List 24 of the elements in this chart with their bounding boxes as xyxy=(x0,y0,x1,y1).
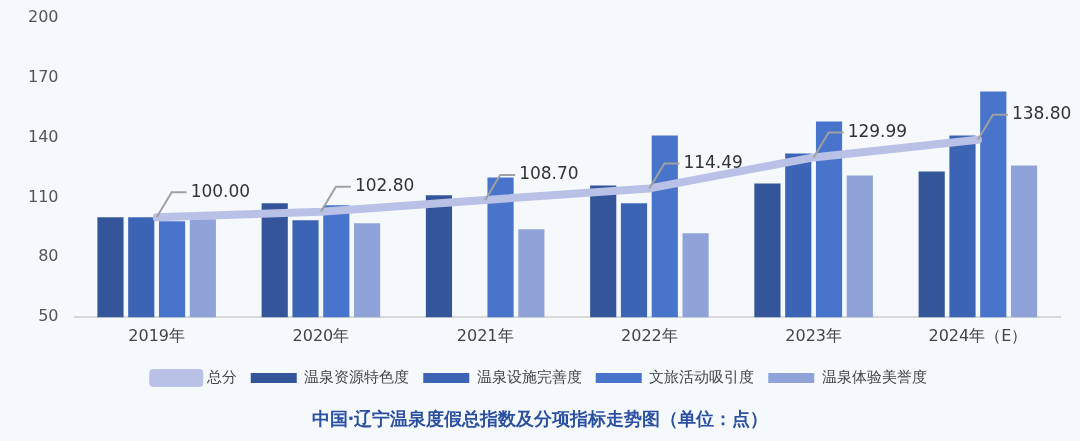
y-tick-label: 110 xyxy=(27,186,59,206)
x-tick-label: 2021年 xyxy=(456,325,514,345)
y-tick-label: 50 xyxy=(38,306,59,326)
legend-label: 文旅活动吸引度 xyxy=(649,367,755,386)
legend-label: 温泉体验美誉度 xyxy=(821,367,927,386)
data-label: 108.70 xyxy=(519,163,579,184)
legend-label: 温泉设施完善度 xyxy=(476,367,582,386)
x-tick-label: 2020年 xyxy=(292,325,350,345)
legend-label: 总分 xyxy=(205,367,237,386)
x-tick-label: 2022年 xyxy=(621,325,678,345)
x-tick-label: 2024年（E） xyxy=(928,325,1028,345)
text: 中国·辽宁温泉度假总指数及分项指标走势图（单位：点） xyxy=(311,407,769,429)
x-tick-label: 2019年 xyxy=(128,325,186,345)
legend-label: 温泉资源特色度 xyxy=(304,367,410,386)
x-tick-label: 2023年 xyxy=(785,325,842,345)
data-label: 102.80 xyxy=(354,175,415,196)
data-label: 100.00 xyxy=(190,180,251,201)
y-tick-label: 80 xyxy=(38,246,59,266)
data-label: 114.49 xyxy=(683,151,743,172)
y-tick-label: 200 xyxy=(27,6,59,26)
y-tick-label: 170 xyxy=(27,66,59,86)
data-label: 138.80 xyxy=(1011,103,1072,124)
data-label: 129.99 xyxy=(847,120,908,141)
y-tick-label: 140 xyxy=(27,126,59,146)
